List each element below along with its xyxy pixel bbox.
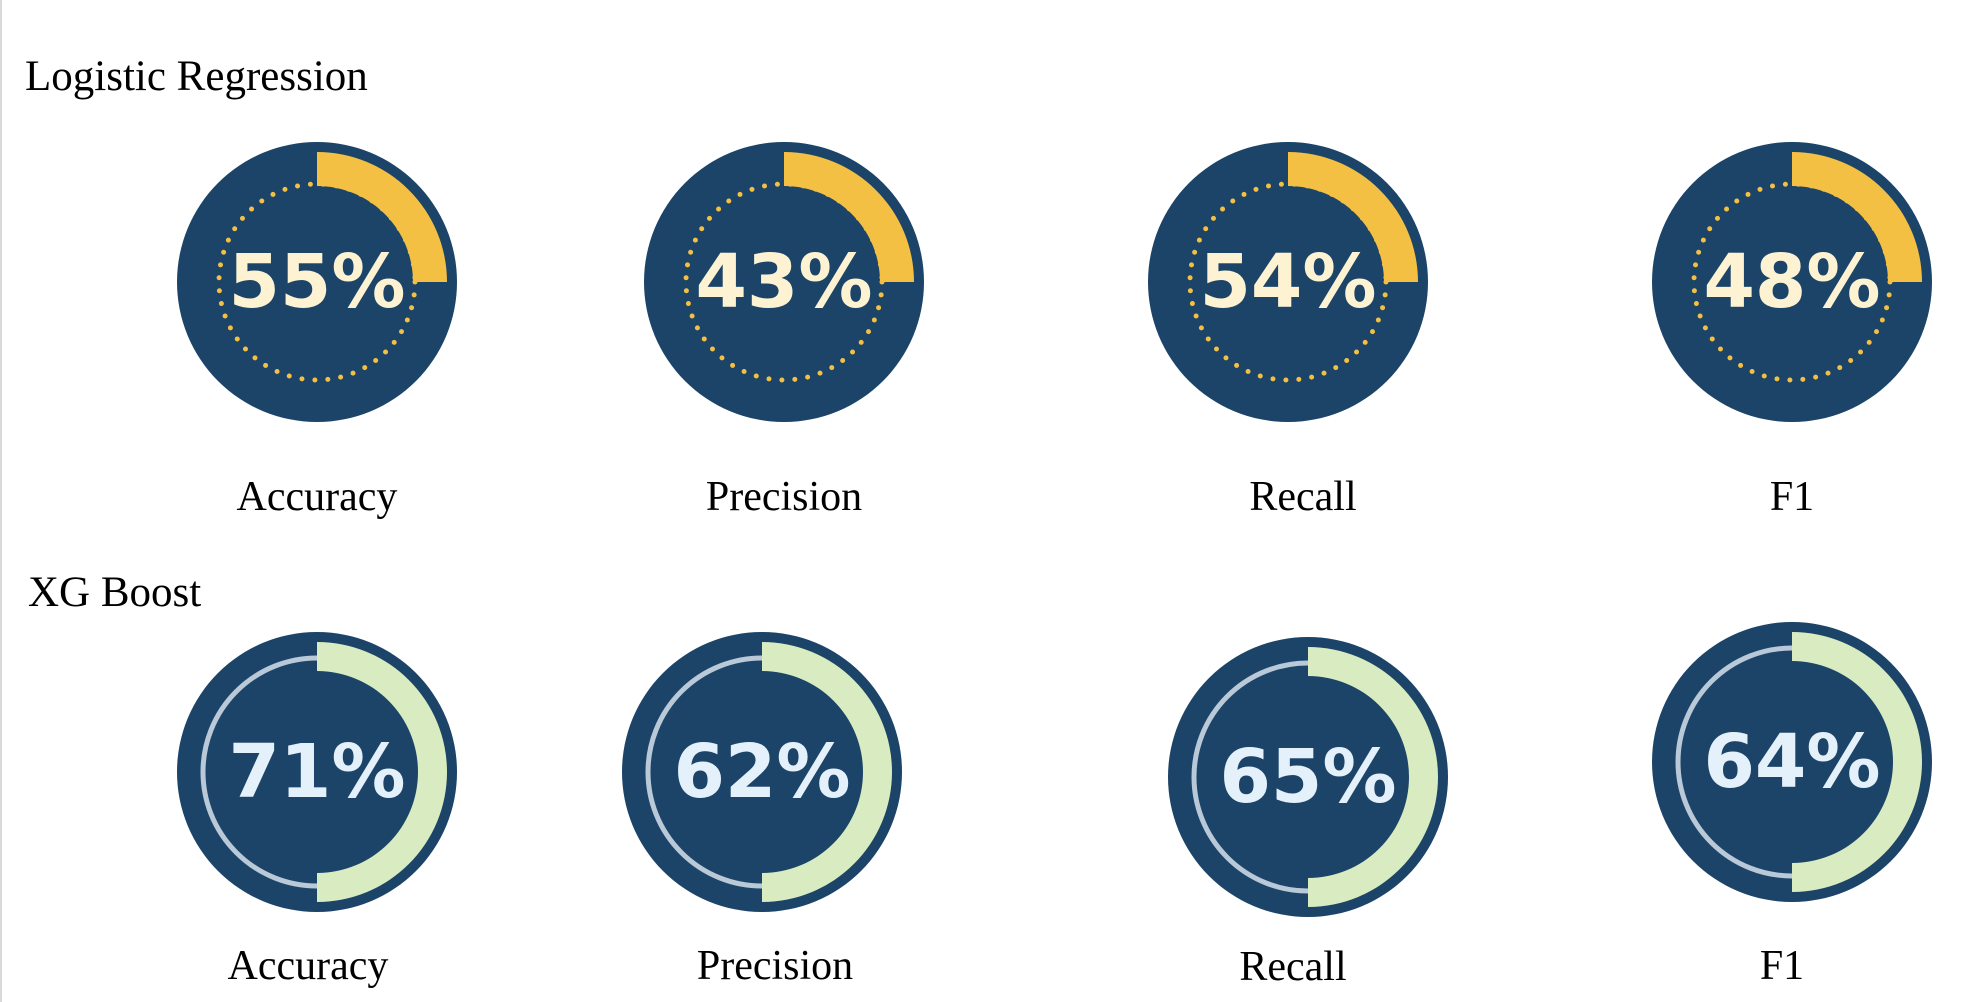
- gauge-lr-f1-arc: [1792, 152, 1922, 282]
- gauge-xgb-recall-disk: [1168, 637, 1448, 917]
- gauge-xgb-recall: 65%: [1168, 637, 1448, 917]
- gauge-lr-f1: 48%: [1652, 142, 1932, 422]
- gauge-lr-recall: 54%: [1148, 142, 1428, 422]
- section-title-xg-boost: XG Boost: [28, 569, 202, 616]
- gauge-xgb-accuracy-arc: [317, 642, 447, 902]
- metric-label-xgb-f1: F1: [1759, 943, 1805, 989]
- gauge-lr-accuracy-value-label: 55%: [228, 239, 405, 325]
- gauge-lr-precision: 43%: [644, 142, 924, 422]
- gauge-xgb-recall-arc: [1308, 647, 1438, 907]
- metric-label-lr-f1: F1: [1769, 474, 1815, 520]
- gauge-xgb-f1-value-label: 64%: [1703, 719, 1880, 805]
- metric-label-lr-precision: Precision: [705, 474, 863, 520]
- gauge-xgb-precision-value-label: 62%: [673, 729, 850, 815]
- left-border: [0, 0, 2, 1002]
- gauge-lr-recall-svg: 54%: [1148, 142, 1428, 422]
- gauge-lr-f1-value-label: 48%: [1703, 239, 1880, 325]
- gauge-xgb-precision-svg: 62%: [622, 632, 902, 912]
- gauge-xgb-accuracy-value-label: 71%: [228, 729, 405, 815]
- gauge-xgb-precision: 62%: [622, 632, 902, 912]
- gauge-xgb-precision-arc: [762, 642, 892, 902]
- section-title-logistic-regression: Logistic Regression: [25, 53, 368, 100]
- gauge-xgb-recall-value-label: 65%: [1219, 734, 1396, 820]
- metric-label-lr-recall: Recall: [1249, 474, 1357, 520]
- gauge-lr-accuracy-svg: 55%: [177, 142, 457, 422]
- gauge-lr-recall-value-label: 54%: [1199, 239, 1376, 325]
- gauge-xgb-precision-disk: [622, 632, 902, 912]
- gauge-xgb-accuracy: 71%: [177, 632, 457, 912]
- gauge-xgb-accuracy-disk: [177, 632, 457, 912]
- gauge-lr-accuracy: 55%: [177, 142, 457, 422]
- gauge-xgb-f1-disk: [1652, 622, 1932, 902]
- gauge-lr-precision-arc: [784, 152, 914, 282]
- metric-label-xgb-precision: Precision: [696, 943, 854, 989]
- gauge-lr-precision-value-label: 43%: [695, 239, 872, 325]
- metric-label-xgb-accuracy: Accuracy: [227, 943, 389, 989]
- gauge-lr-recall-arc: [1288, 152, 1418, 282]
- gauge-lr-f1-svg: 48%: [1652, 142, 1932, 422]
- metric-label-xgb-recall: Recall: [1239, 944, 1347, 990]
- gauge-xgb-f1: 64%: [1652, 622, 1932, 902]
- gauge-xgb-f1-svg: 64%: [1652, 622, 1932, 902]
- metric-label-lr-accuracy: Accuracy: [236, 474, 398, 520]
- gauge-lr-accuracy-arc: [317, 152, 447, 282]
- gauge-xgb-recall-svg: 65%: [1168, 637, 1448, 917]
- gauge-xgb-accuracy-svg: 71%: [177, 632, 457, 912]
- gauge-lr-precision-svg: 43%: [644, 142, 924, 422]
- gauge-xgb-f1-arc: [1792, 632, 1922, 892]
